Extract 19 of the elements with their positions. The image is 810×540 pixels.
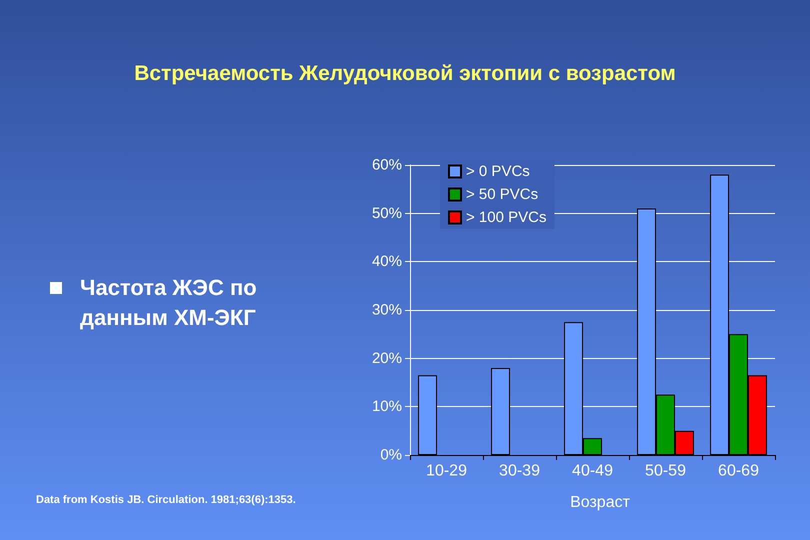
x-axis-title: Возраст [569, 494, 631, 512]
x-tick-label: 60-69 [718, 462, 760, 480]
y-tick-label: 60% [372, 156, 402, 174]
text: Data from Kostis JB. Circulation. 1981;63(6):1353. [36, 494, 296, 506]
y-tick-label: 30% [372, 302, 402, 318]
y-tick-label: 40% [372, 253, 402, 270]
x-tick-label: 10-29 [426, 462, 468, 480]
x-tick-label: 30-39 [499, 462, 540, 480]
x-tick-label: 50-59 [645, 462, 686, 480]
chart-title: Встречаемость Желудочковой эктопии с возрастом [133, 62, 677, 86]
y-tick-label: 10% [372, 398, 402, 416]
y-tick-label: 0% [380, 446, 402, 464]
legend-label: > 50 PVCs [466, 186, 538, 203]
text: Частота ЖЭС по данным ХМ-ЭКГ [80, 274, 258, 332]
x-tick-label: 40-49 [572, 462, 614, 480]
legend-label: > 0 PVCs [466, 163, 530, 180]
y-tick-label: 20% [372, 350, 402, 367]
y-tick-label: 50% [372, 204, 402, 222]
legend-label: > 100 PVCs [466, 209, 546, 226]
